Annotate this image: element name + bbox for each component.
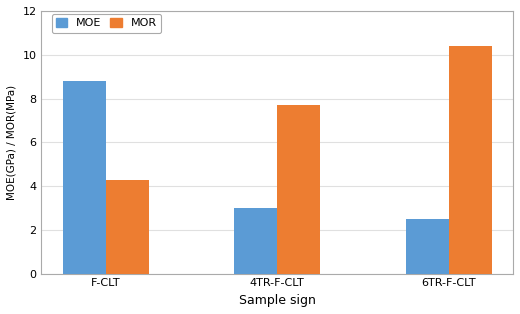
Y-axis label: MOE(GPa) / MOR(MPa): MOE(GPa) / MOR(MPa) xyxy=(7,85,17,200)
Bar xyxy=(277,105,320,273)
Bar xyxy=(235,208,277,273)
Legend: MOE, MOR: MOE, MOR xyxy=(52,14,161,33)
Bar xyxy=(106,180,149,273)
Bar xyxy=(406,219,449,273)
X-axis label: Sample sign: Sample sign xyxy=(239,294,316,307)
Bar xyxy=(63,81,106,273)
Bar xyxy=(449,46,491,273)
